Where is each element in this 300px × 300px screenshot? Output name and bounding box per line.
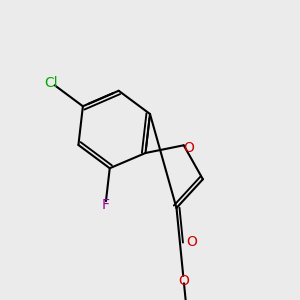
Text: O: O xyxy=(183,141,194,155)
Text: O: O xyxy=(178,274,189,288)
Text: Cl: Cl xyxy=(44,76,58,90)
Text: F: F xyxy=(101,198,110,212)
Text: O: O xyxy=(187,235,197,249)
